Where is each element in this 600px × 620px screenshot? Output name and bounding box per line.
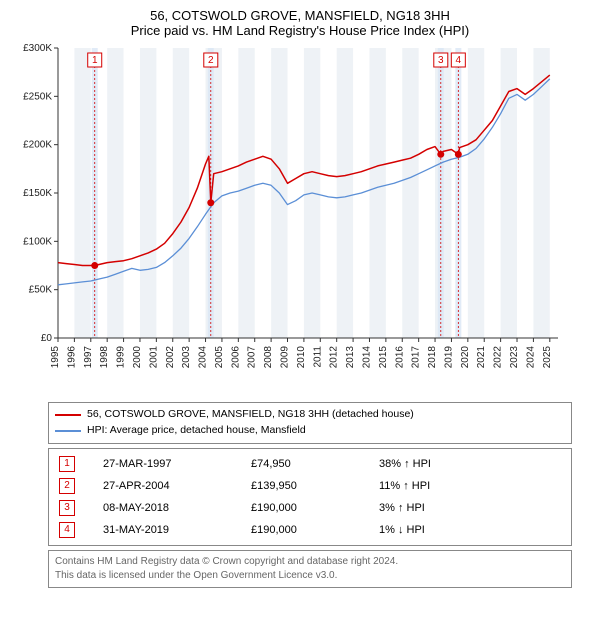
- marker-number-box: 4: [59, 522, 75, 538]
- svg-text:£50K: £50K: [29, 285, 53, 296]
- legend-swatch: [55, 414, 81, 416]
- svg-text:2021: 2021: [476, 346, 487, 369]
- legend-swatch: [55, 430, 81, 432]
- sale-price: £190,000: [247, 497, 375, 519]
- svg-text:2005: 2005: [214, 346, 225, 369]
- legend-label: HPI: Average price, detached house, Mans…: [87, 423, 306, 439]
- table-row: 4 31-MAY-2019£190,0001% ↓ HPI: [55, 519, 565, 541]
- svg-text:3: 3: [438, 55, 444, 66]
- page-title: 56, COTSWOLD GROVE, MANSFIELD, NG18 3HH: [8, 8, 592, 23]
- sale-date: 27-MAR-1997: [99, 453, 247, 475]
- marker-number-box: 2: [59, 478, 75, 494]
- svg-text:£300K: £300K: [23, 43, 52, 54]
- sale-price: £74,950: [247, 453, 375, 475]
- svg-text:1998: 1998: [99, 346, 110, 369]
- legend-row: 56, COTSWOLD GROVE, MANSFIELD, NG18 3HH …: [55, 407, 565, 423]
- svg-text:1995: 1995: [50, 346, 61, 369]
- marker-number-box: 3: [59, 500, 75, 516]
- price-chart: £0 £50K £100K £150K £200K £250K £300K 1995 1996 1…: [8, 38, 568, 398]
- svg-text:2: 2: [208, 55, 214, 66]
- attribution-footer: Contains HM Land Registry data © Crown c…: [48, 550, 572, 588]
- table-row: 3 08-MAY-2018£190,0003% ↑ HPI: [55, 497, 565, 519]
- legend: 56, COTSWOLD GROVE, MANSFIELD, NG18 3HH …: [48, 402, 572, 444]
- svg-text:2009: 2009: [280, 346, 291, 369]
- svg-text:2006: 2006: [230, 346, 241, 369]
- svg-text:2017: 2017: [411, 346, 422, 369]
- svg-text:2024: 2024: [525, 346, 536, 369]
- svg-text:1996: 1996: [66, 346, 77, 369]
- svg-text:2001: 2001: [148, 346, 159, 369]
- svg-text:2007: 2007: [247, 346, 258, 369]
- svg-text:2013: 2013: [345, 346, 356, 369]
- sale-delta: 38% ↑ HPI: [375, 453, 565, 475]
- svg-text:2015: 2015: [378, 346, 389, 369]
- table-row: 2 27-APR-2004£139,95011% ↑ HPI: [55, 475, 565, 497]
- svg-text:2014: 2014: [361, 346, 372, 369]
- svg-text:2003: 2003: [181, 346, 192, 369]
- svg-text:2023: 2023: [509, 346, 520, 369]
- svg-text:£100K: £100K: [23, 236, 52, 247]
- footer-line: This data is licensed under the Open Gov…: [55, 569, 565, 583]
- svg-text:2018: 2018: [427, 346, 438, 369]
- svg-text:2019: 2019: [443, 346, 454, 369]
- sale-price: £139,950: [247, 475, 375, 497]
- svg-text:£200K: £200K: [23, 140, 52, 151]
- footer-line: Contains HM Land Registry data © Crown c…: [55, 555, 565, 569]
- svg-text:2010: 2010: [296, 346, 307, 369]
- sale-price: £190,000: [247, 519, 375, 541]
- svg-text:2000: 2000: [132, 346, 143, 369]
- svg-text:2025: 2025: [542, 346, 553, 369]
- svg-text:2011: 2011: [312, 346, 323, 368]
- svg-text:1999: 1999: [116, 346, 127, 369]
- marker-number-box: 1: [59, 456, 75, 472]
- svg-text:1997: 1997: [83, 346, 94, 369]
- svg-text:1: 1: [92, 55, 98, 66]
- sale-date: 27-APR-2004: [99, 475, 247, 497]
- sales-table: 1 27-MAR-1997£74,95038% ↑ HPI 2 27-APR-2004…: [48, 448, 572, 546]
- table-row: 1 27-MAR-1997£74,95038% ↑ HPI: [55, 453, 565, 475]
- svg-text:£150K: £150K: [23, 188, 52, 199]
- svg-text:£250K: £250K: [23, 91, 52, 102]
- legend-row: HPI: Average price, detached house, Mans…: [55, 423, 565, 439]
- svg-text:4: 4: [456, 55, 462, 66]
- svg-text:2002: 2002: [165, 346, 176, 369]
- sale-date: 31-MAY-2019: [99, 519, 247, 541]
- svg-text:2012: 2012: [329, 346, 340, 369]
- svg-text:2016: 2016: [394, 346, 405, 369]
- sale-delta: 1% ↓ HPI: [375, 519, 565, 541]
- svg-text:2008: 2008: [263, 346, 274, 369]
- sale-delta: 3% ↑ HPI: [375, 497, 565, 519]
- sale-delta: 11% ↑ HPI: [375, 475, 565, 497]
- sale-date: 08-MAY-2018: [99, 497, 247, 519]
- page-subtitle: Price paid vs. HM Land Registry's House …: [8, 23, 592, 38]
- svg-text:2004: 2004: [198, 346, 209, 369]
- legend-label: 56, COTSWOLD GROVE, MANSFIELD, NG18 3HH …: [87, 407, 414, 423]
- svg-text:2020: 2020: [460, 346, 471, 369]
- svg-text:2022: 2022: [493, 346, 504, 369]
- svg-text:£0: £0: [41, 333, 53, 344]
- chart-container: £0 £50K £100K £150K £200K £250K £300K 1995 1996 1…: [8, 38, 592, 398]
